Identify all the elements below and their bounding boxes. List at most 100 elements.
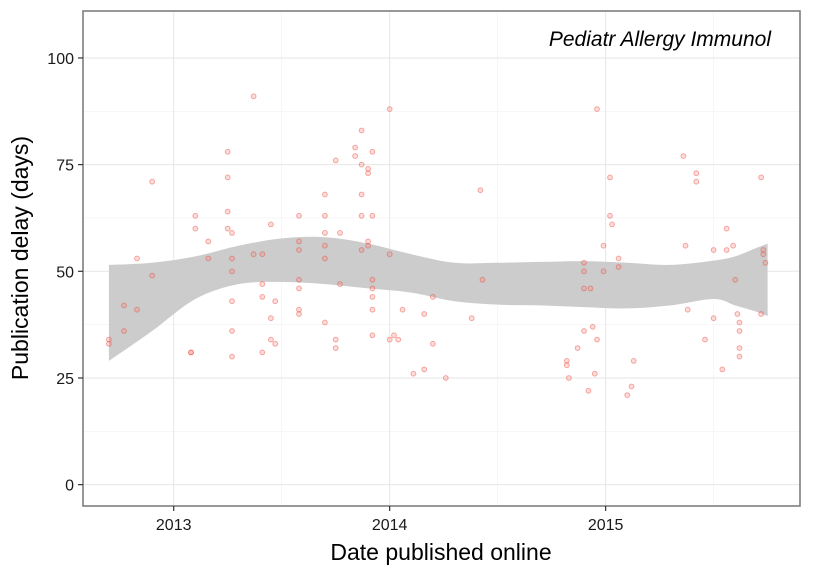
- data-point: [192, 212, 199, 219]
- data-point: [369, 294, 376, 300]
- data-point: [229, 328, 235, 334]
- data-point: [296, 285, 302, 292]
- y-axis-title: Publication delay (days): [7, 136, 33, 380]
- data-point: [272, 298, 279, 305]
- data-point: [760, 251, 767, 258]
- data-point: [337, 281, 343, 288]
- data-point: [188, 349, 194, 356]
- x-tick-label: 2014: [372, 517, 408, 534]
- data-point: [386, 336, 393, 343]
- data-point: [386, 251, 393, 258]
- data-point: [395, 336, 402, 343]
- data-point: [229, 255, 235, 262]
- data-point: [630, 358, 637, 364]
- data-point: [477, 187, 484, 194]
- data-point: [723, 225, 730, 232]
- data-point: [259, 294, 266, 300]
- data-point: [188, 349, 194, 356]
- data-point: [205, 255, 212, 262]
- data-point: [322, 319, 328, 326]
- data-point: [296, 247, 302, 253]
- data-point: [296, 276, 302, 283]
- data-point: [723, 247, 730, 253]
- data-point: [369, 332, 376, 339]
- data-point: [684, 306, 691, 313]
- data-point: [259, 281, 266, 288]
- data-point: [615, 264, 622, 270]
- data-point: [106, 340, 112, 347]
- data-point: [430, 294, 436, 300]
- minor-gridlines: [83, 11, 800, 506]
- data-point: [369, 148, 376, 155]
- data-point: [268, 221, 274, 228]
- data-point: [682, 242, 689, 249]
- data-point: [322, 242, 328, 249]
- data-point: [719, 366, 726, 373]
- data-point: [365, 238, 372, 245]
- data-point: [628, 383, 635, 390]
- data-point: [365, 242, 372, 249]
- data-point: [358, 191, 365, 198]
- data-point: [430, 340, 436, 347]
- data-point: [399, 306, 406, 313]
- data-point: [581, 328, 587, 334]
- data-point: [322, 212, 328, 219]
- data-point: [322, 255, 328, 262]
- data-point: [224, 208, 231, 215]
- data-point: [365, 166, 372, 172]
- data-point: [736, 353, 743, 360]
- data-point: [250, 93, 257, 100]
- data-point: [591, 370, 598, 377]
- data-point: [272, 340, 279, 347]
- data-point: [332, 345, 339, 352]
- data-point: [734, 311, 741, 317]
- data-point: [730, 242, 736, 249]
- data-point: [358, 161, 365, 168]
- data-point: [192, 225, 199, 232]
- data-point: [134, 306, 140, 313]
- y-axis: 0 25 50 75 100: [47, 51, 83, 495]
- data-point: [607, 212, 613, 219]
- data-point: [259, 349, 266, 356]
- data-point: [268, 315, 274, 322]
- data-point: [594, 336, 600, 343]
- data-point: [322, 230, 328, 236]
- data-point: [121, 328, 127, 334]
- data-point: [732, 276, 739, 283]
- panel-annotation: Pediatr Allergy Immunol: [549, 28, 772, 51]
- data-point: [229, 268, 235, 275]
- data-point: [332, 336, 339, 343]
- data-point: [710, 315, 717, 322]
- data-point: [229, 298, 235, 305]
- data-point: [268, 336, 274, 343]
- data-point: [332, 157, 339, 164]
- y-tick-label: 25: [56, 371, 74, 388]
- data-point: [468, 315, 475, 322]
- data-point: [421, 311, 428, 317]
- data-point: [762, 259, 769, 266]
- data-point: [149, 272, 156, 279]
- data-point: [736, 345, 743, 352]
- data-point: [563, 358, 570, 364]
- data-point: [581, 268, 587, 275]
- data-point: [693, 178, 700, 185]
- data-point: [702, 336, 708, 343]
- data-point: [296, 212, 302, 219]
- data-point: [352, 153, 359, 160]
- y-tick-label: 0: [65, 478, 74, 495]
- data-point: [224, 174, 231, 181]
- data-point: [296, 238, 302, 245]
- data-point: [250, 251, 257, 258]
- data-point: [106, 336, 112, 343]
- panel-border: [82, 10, 801, 507]
- data-point: [758, 311, 764, 317]
- points-layer: [106, 93, 769, 399]
- data-point: [600, 242, 607, 249]
- data-point: [587, 285, 594, 292]
- data-point: [566, 375, 572, 381]
- data-point: [369, 306, 376, 313]
- data-point: [296, 306, 302, 313]
- data-point: [224, 225, 231, 232]
- data-point: [710, 247, 717, 253]
- confidence-band-layer: [108, 236, 768, 361]
